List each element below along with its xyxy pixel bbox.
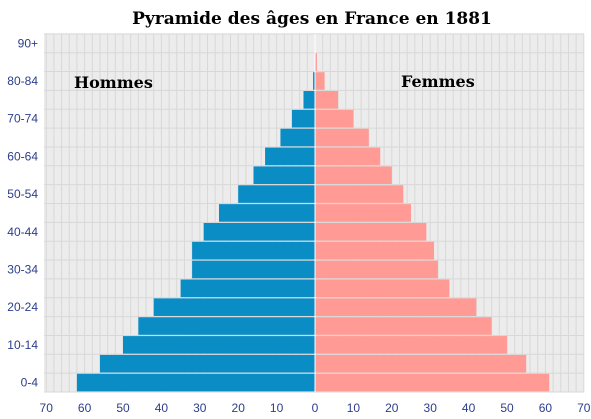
- bar-hommes-30-34: [192, 260, 315, 279]
- y-tick-label: 10-14: [7, 338, 38, 352]
- bar-femmes-25-29: [315, 279, 450, 298]
- bar-femmes-60-64: [315, 147, 381, 166]
- legend-femmes: Femmes: [401, 72, 475, 91]
- x-axis-labels: 70 60 50 40 30 20 10 0 10 20 30 40 50 60 70: [40, 401, 591, 415]
- bar-femmes-30-34: [315, 260, 438, 279]
- bar-femmes-35-39: [315, 241, 435, 260]
- bar-hommes-60-64: [265, 147, 315, 166]
- bar-femmes-40-44: [315, 222, 427, 241]
- bar-hommes-50-54: [238, 185, 315, 203]
- x-tick-label: 20: [385, 401, 399, 415]
- x-tick-label: 10: [347, 401, 361, 415]
- x-tick-label: 40: [155, 401, 169, 415]
- bar-hommes-40-44: [203, 222, 315, 241]
- y-tick-label: 50-54: [7, 187, 38, 201]
- y-tick-label: 0-4: [21, 376, 39, 390]
- y-tick-label: 20-24: [7, 300, 38, 314]
- bar-hommes-25-29: [180, 279, 315, 298]
- y-tick-label: 80-84: [7, 74, 38, 88]
- x-tick-label: 10: [270, 401, 284, 415]
- bars: [76, 34, 550, 392]
- bar-hommes-15-19: [138, 317, 315, 335]
- bar-femmes-65-69: [315, 128, 369, 147]
- bar-femmes-5-9: [315, 354, 527, 373]
- bar-hommes-0-4: [76, 373, 315, 392]
- bar-hommes-5-9: [99, 354, 316, 373]
- bar-femmes-10-14: [315, 336, 507, 354]
- x-tick-label: 60: [78, 401, 92, 415]
- y-tick-label: 40-44: [7, 225, 38, 239]
- bar-hommes-70-74: [291, 109, 315, 128]
- bar-femmes-85-89: [315, 53, 317, 71]
- bar-femmes-80-84: [315, 72, 325, 90]
- y-tick-label: 90+: [18, 36, 38, 50]
- bar-hommes-65-69: [280, 128, 315, 147]
- legend-hommes: Hommes: [74, 73, 153, 92]
- x-tick-label: 40: [462, 401, 476, 415]
- x-tick-label: 60: [539, 401, 553, 415]
- bar-hommes-35-39: [192, 241, 315, 260]
- bar-femmes-15-19: [315, 317, 492, 335]
- bar-hommes-75-79: [303, 91, 315, 109]
- x-tick-label: 30: [424, 401, 438, 415]
- bar-femmes-0-4: [315, 373, 550, 392]
- x-tick-label: 70: [40, 401, 54, 415]
- y-tick-label: 30-34: [7, 262, 38, 276]
- y-tick-label: 60-64: [7, 149, 38, 163]
- bar-hommes-10-14: [123, 336, 315, 354]
- x-tick-label: 70: [577, 401, 591, 415]
- bar-hommes-20-24: [153, 298, 315, 316]
- bar-hommes-80-84: [313, 72, 315, 90]
- y-tick-label: 70-74: [7, 112, 38, 126]
- bar-femmes-50-54: [315, 185, 404, 203]
- bar-femmes-20-24: [315, 298, 477, 316]
- bar-femmes-70-74: [315, 109, 354, 128]
- bar-femmes-55-59: [315, 166, 392, 185]
- x-tick-label: 30: [193, 401, 207, 415]
- bar-hommes-45-49: [219, 204, 315, 222]
- bar-hommes-55-59: [253, 166, 315, 185]
- x-tick-label: 0: [312, 401, 319, 415]
- x-tick-label: 20: [232, 401, 246, 415]
- y-axis-labels: 0-4 10-14 20-24 30-34 40-44 50-54 60-64 70-74 80…: [7, 36, 38, 389]
- chart-title: Pyramide des âges en France en 1881: [132, 9, 492, 29]
- bar-femmes-75-79: [315, 91, 339, 109]
- x-tick-label: 50: [500, 401, 514, 415]
- x-tick-label: 50: [116, 401, 130, 415]
- bar-femmes-45-49: [315, 204, 411, 222]
